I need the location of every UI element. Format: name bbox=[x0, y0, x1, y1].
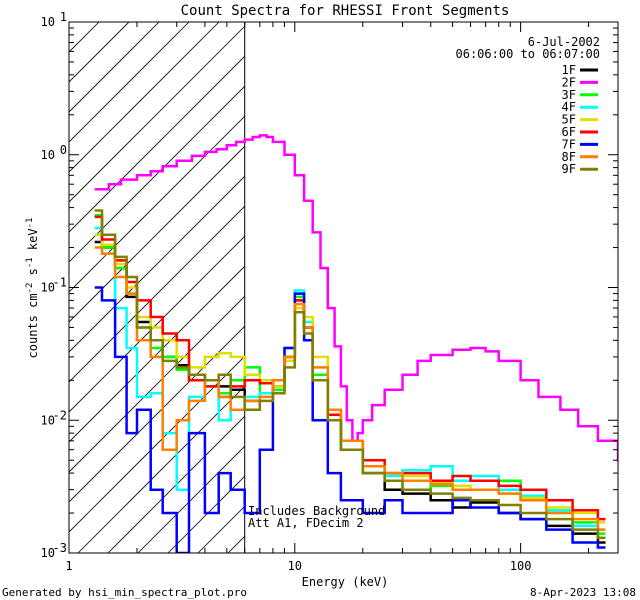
x-tick-labels: 1 10 100 bbox=[65, 559, 531, 573]
legend-label-1f: 1F bbox=[562, 63, 576, 77]
y-tick-label: 10 bbox=[41, 546, 55, 560]
footer-generated-by: Generated by hsi_min_spectra_plot.pro bbox=[2, 586, 247, 599]
x-tick-label: 10 bbox=[288, 559, 302, 573]
y-tick-exponent: 0 bbox=[60, 143, 67, 157]
series-group bbox=[94, 134, 618, 553]
series-line-2f bbox=[94, 134, 618, 462]
legend-label-9f: 9F bbox=[562, 162, 576, 176]
y-tick-labels: 10 110 010-110-210-3 bbox=[41, 10, 67, 560]
hatch-mask bbox=[244, 22, 618, 553]
time-range-label: 06:06:00 to 06:07:00 bbox=[456, 47, 601, 61]
x-tick-label: 1 bbox=[65, 559, 72, 573]
y-tick-label: 10 bbox=[41, 413, 55, 427]
y-axis-label: counts cm-2 s-1 keV-1 bbox=[25, 218, 40, 359]
legend-label-6f: 6F bbox=[562, 125, 576, 139]
hatch-line bbox=[69, 22, 190, 143]
legend-label-7f: 7F bbox=[562, 137, 576, 151]
annotation-background: Includes Background bbox=[248, 504, 385, 518]
y-tick-exponent: 1 bbox=[60, 10, 67, 24]
x-axis-label: Energy (keV) bbox=[302, 575, 389, 589]
hatch-line bbox=[69, 22, 280, 233]
legend-label-3f: 3F bbox=[562, 88, 576, 102]
legend-label-5f: 5F bbox=[562, 113, 576, 127]
legend-label-4f: 4F bbox=[562, 100, 576, 114]
legend-label-2f: 2F bbox=[562, 75, 576, 89]
y-tick-label: 10 bbox=[41, 281, 55, 295]
hatch-line bbox=[69, 22, 250, 203]
y-tick-exponent: -3 bbox=[53, 541, 67, 555]
legend-label-8f: 8F bbox=[562, 150, 576, 164]
y-tick-exponent: -2 bbox=[53, 408, 67, 422]
x-tick-label: 100 bbox=[510, 559, 532, 573]
series-line-9f bbox=[94, 209, 606, 540]
y-tick-exponent: -1 bbox=[53, 276, 67, 290]
annotation-attenuator: Att A1, FDecim 2 bbox=[248, 516, 364, 530]
hatch-line bbox=[69, 22, 310, 263]
chart-title: Count Spectra for RHESSI Front Segments bbox=[181, 3, 510, 19]
y-tick-label: 10 bbox=[41, 148, 55, 162]
hatch-line bbox=[69, 22, 160, 113]
y-tick-label: 10 bbox=[41, 15, 55, 29]
hatch-line bbox=[69, 22, 220, 173]
footer-timestamp: 8-Apr-2023 13:08 bbox=[530, 586, 636, 599]
date-label: 6-Jul-2002 bbox=[528, 35, 600, 49]
axis-ticks bbox=[68, 21, 618, 554]
